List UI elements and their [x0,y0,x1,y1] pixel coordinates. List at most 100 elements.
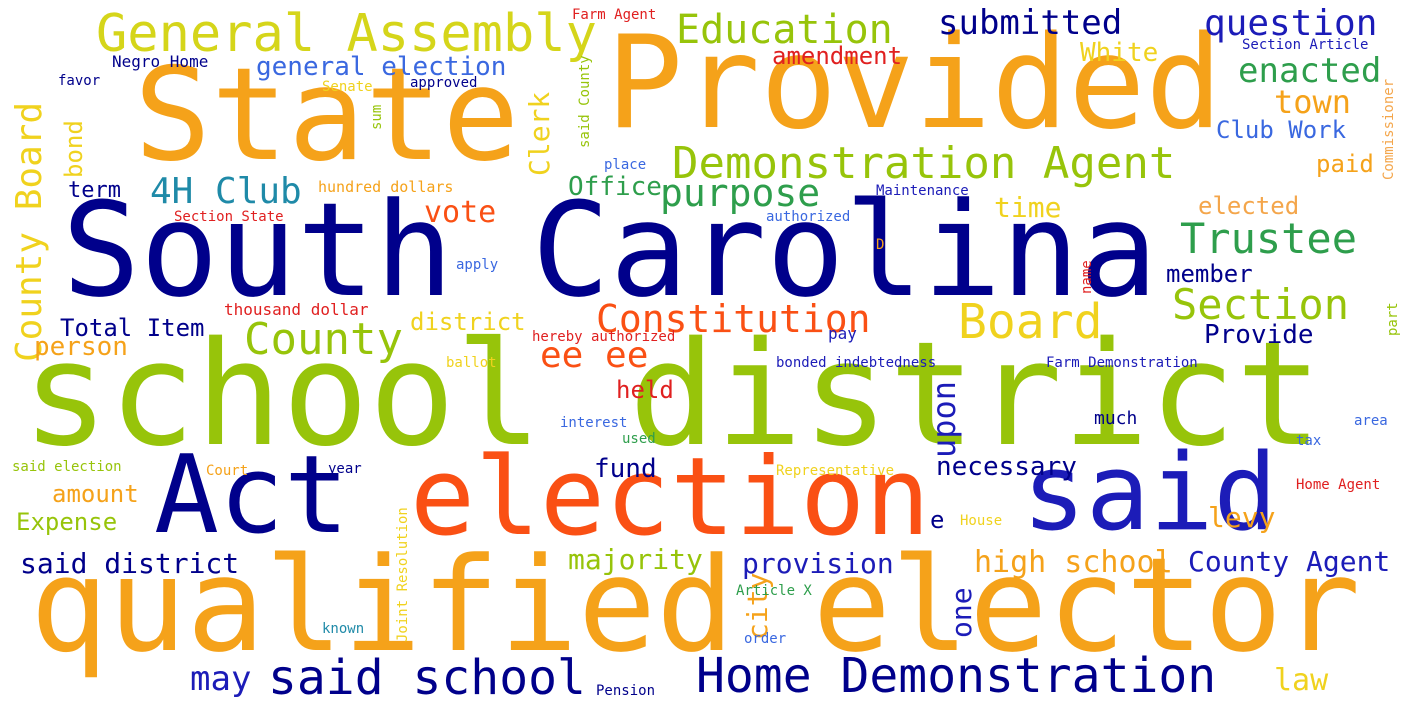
word-provided: Provided [606,9,1223,158]
word-bond: bond [60,120,88,178]
word-majority: majority [568,543,703,576]
word-submitted: submitted [938,3,1123,43]
word-e: e [930,506,945,534]
word-order: order [744,631,787,647]
word-thousand-dollar: thousand dollar [224,300,369,319]
word-known: known [322,621,365,637]
word-amendment: amendment [772,42,903,70]
word-maintenance: Maintenance [876,183,969,199]
word-approved: approved [410,75,478,91]
word-education: Education [676,7,893,53]
word-bonded-indebtedness: bonded indebtedness [776,355,937,371]
word-sum: sum [369,104,385,130]
word-total-item: Total Item [60,314,205,342]
word-trustee: Trustee [1180,214,1358,263]
word-said-district: said district [20,547,240,580]
word-court: Court [206,463,249,479]
word-hereby-authorized: hereby authorized [532,329,676,345]
word-name: name [1079,260,1095,294]
word-provide: Provide [1204,320,1314,350]
word-farm-agent: Farm Agent [572,7,657,23]
word-act: Act [154,433,350,558]
word-held: held [616,376,674,404]
word-negro-home: Negro Home [112,52,209,71]
word-elected: elected [1198,192,1300,220]
word-said-school: said school [268,650,586,706]
word-much: much [1094,408,1138,429]
word-article-x: Article X [736,583,812,599]
word-white: White [1080,38,1159,68]
word-vote: vote [424,195,497,230]
word-general-assembly: General Assembly [96,4,597,64]
word-section-state: Section State [174,209,284,225]
word-d: D [876,237,885,253]
word-house: House [960,513,1003,529]
word-section-article: Section Article [1242,37,1369,53]
word-said-county: said County [577,55,593,148]
word-election: election [410,435,931,560]
word-apply: apply [456,257,499,273]
word-state: State [134,41,520,190]
word-hundred-dollars: hundred dollars [318,178,454,196]
word-expense: Expense [16,508,118,536]
word-law: law [1274,663,1329,698]
word-purpose: purpose [660,171,821,215]
word-clerk: Clerk [523,91,556,176]
word-pension: Pension [596,683,656,699]
word-place: place [604,157,647,173]
word-area: area [1354,413,1388,429]
word-term: term [68,178,121,203]
word-joint-resolution: Joint Resolution [395,507,411,642]
word-enacted: enacted [1238,51,1382,91]
word-demonstration-agent: Demonstration Agent [672,138,1176,189]
word-paid: paid [1316,150,1374,178]
word-member: member [1166,260,1253,288]
word-used: used [622,431,656,447]
word-town: town [1274,83,1352,121]
word-favor: favor [58,73,101,89]
word-ee-ee: ee ee [540,335,649,376]
word-qualified-elector: qualified elector [30,529,1361,681]
word-said: said [1022,431,1278,554]
word-county-board: County Board [9,101,50,362]
word-authorized: authorized [766,209,851,225]
word-provision: provision [742,547,894,580]
word-farm-demonstration: Farm Demonstration [1046,355,1198,371]
word-senate: Senate [322,79,373,95]
word-club-work: Club Work [1216,116,1347,144]
word-fund: fund [594,454,657,484]
word-general-election: general election [256,52,507,82]
word-time: time [994,191,1062,224]
word-upon: upon [925,380,963,458]
word-necessary: necessary [936,452,1077,482]
word-county-agent: County Agent [1188,545,1391,578]
word-question: question [1204,3,1378,44]
word-office: Office [568,172,662,202]
word-home-agent: Home Agent [1296,477,1381,493]
word-year: year [328,461,362,477]
word-county: County [244,314,403,365]
word-representative: Representative [776,463,895,479]
word-interest: interest [560,415,628,431]
word-board: Board [958,294,1103,350]
word-school-district: school district [22,310,1323,478]
word-commissioner: Commissioner [1381,78,1397,180]
word-section: Section [1172,280,1350,329]
word-may: may [190,659,252,699]
word-constitution: Constitution [596,297,871,341]
word-ballot: ballot [446,355,497,371]
word-tax: tax [1296,433,1322,449]
word-pay: pay [828,324,857,343]
word-part: part [1385,302,1401,336]
word-amount: amount [52,480,139,508]
word-4h-club: 4H Club [150,171,302,212]
word-one: one [945,587,978,638]
word-district: district [410,308,526,336]
word-home-demonstration: Home Demonstration [696,648,1217,704]
word-person: person [34,332,128,362]
word-said-election: said election [12,459,122,475]
word-levy: levy [1208,501,1276,534]
word-south-carolina: South Carolina [62,174,1158,326]
word-high-school: high school [974,545,1173,580]
